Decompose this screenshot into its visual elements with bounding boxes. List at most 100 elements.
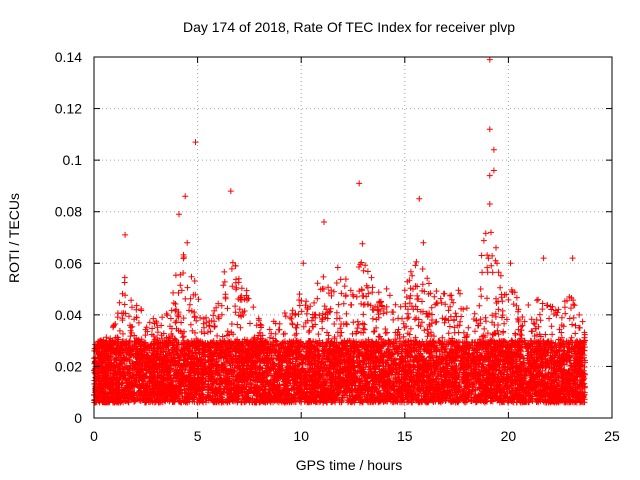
data-point [404,330,411,337]
data-point [371,328,378,335]
data-point [505,296,512,303]
data-point [191,278,198,284]
data-point [399,315,405,322]
data-point [135,319,142,326]
data-point [353,293,360,300]
data-point [333,309,340,316]
data-point [253,322,260,329]
data-point [413,258,420,265]
data-point [167,323,173,330]
data-point [218,311,225,318]
data-point [484,252,491,259]
data-point [235,275,242,282]
data-point [336,315,343,322]
data-point [201,324,207,331]
data-point [488,229,494,236]
data-point [383,285,390,292]
data-point [306,327,313,334]
data-point [129,323,136,330]
data-point [319,325,326,332]
data-point [308,317,315,324]
data-point [232,262,239,269]
data-point [571,302,578,309]
data-point [439,334,446,341]
data-point [266,326,273,333]
data-point [116,299,123,306]
data-points [91,56,588,406]
data-point [530,320,537,327]
data-point [400,333,407,340]
data-point [455,287,462,294]
data-point [451,324,458,331]
data-point [464,331,471,338]
data-point [446,323,453,330]
data-point [492,310,499,317]
data-point [539,300,546,307]
data-point [419,319,425,326]
data-point [533,297,540,304]
data-point [401,287,408,294]
data-point [386,292,393,299]
data-point [364,268,371,275]
data-point [355,363,362,370]
data-point [304,304,311,311]
data-point [128,324,135,331]
data-point [280,331,287,338]
data-point [215,300,222,307]
data-point [368,384,375,391]
data-point [276,326,283,333]
data-point [558,322,565,328]
data-point [519,314,526,320]
data-point [447,313,454,320]
data-point [325,284,332,291]
data-point [491,330,498,337]
data-point [383,309,390,316]
data-point [581,357,588,364]
data-point [491,322,498,328]
data-point [325,332,332,339]
data-point [187,321,194,328]
data-point [163,310,170,317]
data-point [121,301,128,308]
data-point [179,334,186,341]
data-point [293,324,300,331]
data-point [455,329,462,336]
data-point [359,240,366,247]
data-point [576,311,583,318]
data-point [569,321,576,328]
data-point [142,332,149,339]
data-point [116,327,123,334]
data-point [177,282,184,289]
data-point [555,306,562,313]
data-point [576,324,583,331]
data-point [342,276,349,283]
data-point [424,333,431,340]
data-point [503,316,510,323]
data-point [501,320,508,327]
data-point [228,321,235,327]
data-point [465,324,472,331]
data-point [367,302,374,309]
data-point [340,300,347,307]
data-point [529,328,536,335]
data-point [251,335,258,342]
data-point [375,333,382,340]
data-point [334,329,341,336]
data-point [556,326,563,333]
data-point [361,326,368,333]
data-point [431,293,438,300]
data-point [437,295,444,302]
data-point [131,316,138,323]
data-point [315,331,322,338]
data-point [288,315,295,322]
data-point [424,275,431,282]
data-point [343,310,350,317]
data-point [355,321,362,328]
data-point [122,310,129,317]
data-point [221,268,228,275]
data-point [323,306,330,313]
data-point [428,304,435,311]
data-point [407,292,414,299]
data-point [347,287,354,294]
data-point [428,369,435,376]
